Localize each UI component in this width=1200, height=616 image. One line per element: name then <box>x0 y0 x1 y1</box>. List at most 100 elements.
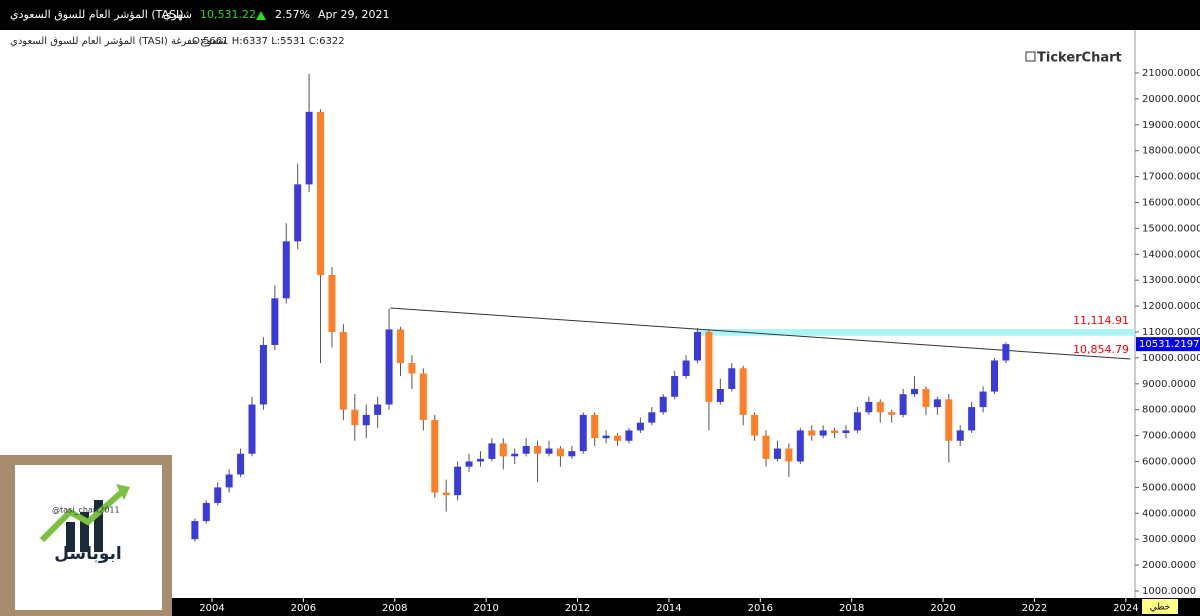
candle-body <box>853 412 861 431</box>
x-tick-label: 2020 <box>930 603 955 614</box>
candle-body <box>396 329 404 364</box>
logo-bar <box>94 500 103 552</box>
y-tick-label: 2000.0000 <box>1142 560 1196 571</box>
candle-body <box>842 430 850 434</box>
y-tick-label: 10000.0000 <box>1142 353 1200 364</box>
candle-body <box>693 331 701 361</box>
logo-arrow <box>39 489 124 543</box>
candle-body <box>865 401 873 413</box>
x-tick-label: 2010 <box>473 603 498 614</box>
logo-bar <box>80 512 89 552</box>
y-tick-label: 1000.0000 <box>1142 586 1196 597</box>
candle-body <box>899 394 907 415</box>
candle-body <box>751 414 759 436</box>
brand: TickerChart <box>1037 51 1122 66</box>
plot: 1000.0000 2000.0000 3000.0000 4000.0000 5000… <box>191 68 1200 614</box>
x-tick-label: 2008 <box>382 603 407 614</box>
candle-body <box>990 360 998 392</box>
candle-body <box>191 521 199 540</box>
candle-body <box>202 502 210 522</box>
candle-body <box>968 407 976 431</box>
candle-body <box>796 430 804 462</box>
candle-body <box>614 435 622 441</box>
candle-body <box>374 404 382 415</box>
candle-body <box>888 412 896 415</box>
x-tick-label: 2016 <box>748 603 773 614</box>
last-price-label: 10531.2197 <box>1139 339 1199 350</box>
candle-body <box>282 241 290 299</box>
candle-body <box>682 360 690 377</box>
candle-body <box>716 388 724 402</box>
y-tick-label: 6000.0000 <box>1142 457 1196 468</box>
y-tick-label: 20000.0000 <box>1142 94 1200 105</box>
time-axis-bar <box>0 598 1200 616</box>
candle-body <box>317 111 325 276</box>
candle-body <box>636 422 644 431</box>
y-tick-label: 14000.0000 <box>1142 249 1200 260</box>
candle-body <box>876 401 884 413</box>
x-tick-label: 2004 <box>199 603 224 614</box>
candle-body <box>511 453 519 457</box>
y-tick-label: 13000.0000 <box>1142 275 1200 286</box>
y-tick-label: 4000.0000 <box>1142 508 1196 519</box>
candle-body <box>237 453 245 475</box>
ohlc: O:5661 H:6337 L:5531 C:6322 <box>192 36 345 47</box>
y-tick-label: 17000.0000 <box>1142 172 1200 183</box>
y-tick-label: 12000.0000 <box>1142 301 1200 312</box>
level-label: 10,854.79 <box>1073 343 1129 356</box>
highlight-band <box>696 329 1135 336</box>
candle-body <box>259 344 267 405</box>
candle-body <box>739 368 747 415</box>
candle-body <box>705 331 713 402</box>
candle-body <box>522 445 530 454</box>
change: 2.57% <box>275 8 310 21</box>
scale-mode-button[interactable] <box>1142 599 1178 614</box>
header-bar <box>0 0 1200 30</box>
candle-body <box>785 448 793 462</box>
candle-body <box>385 329 393 405</box>
last-price-box <box>1136 337 1200 352</box>
up-arrow <box>256 11 266 20</box>
candle-body <box>659 396 667 413</box>
level-label: 11,114.91 <box>1073 314 1129 327</box>
candle-body <box>728 368 736 389</box>
logo-bar <box>66 522 75 552</box>
candle-body <box>419 373 427 421</box>
candle-body <box>1002 344 1010 361</box>
candle-body <box>773 448 781 459</box>
candle-body <box>328 275 336 332</box>
y-tick-label: 9000.0000 <box>1142 379 1196 390</box>
candle-body <box>442 492 450 496</box>
y-tick-label: 19000.0000 <box>1142 120 1200 131</box>
y-tick-label: 21000.0000 <box>1142 68 1200 79</box>
candle-body <box>556 448 564 457</box>
candle-body <box>762 435 770 459</box>
logo: @tasi_chart2011 ابوباسل <box>0 455 172 616</box>
candle-body <box>979 391 987 408</box>
candle-body <box>545 448 553 454</box>
x-tick-label: 2012 <box>565 603 590 614</box>
candle-body <box>922 388 930 408</box>
y-tick-label: 11000.0000 <box>1142 327 1200 338</box>
y-tick-label: 8000.0000 <box>1142 405 1196 416</box>
x-tick-label: 2006 <box>291 603 316 614</box>
candle-body <box>671 376 679 397</box>
candle-body <box>431 420 439 493</box>
candle-body <box>591 414 599 439</box>
subtitle: المؤشر العام للسوق السعودي (TASI) شموع م… <box>10 36 226 47</box>
candle-body <box>454 466 462 496</box>
candle-body <box>248 404 256 454</box>
scale-mode[interactable]: خطي <box>1150 603 1170 613</box>
candle-body <box>808 430 816 436</box>
logo-name: ابوباسل <box>54 544 122 564</box>
y-tick-label: 18000.0000 <box>1142 146 1200 157</box>
candle-body <box>271 298 279 345</box>
candle-body <box>488 443 496 459</box>
candle-body <box>408 363 416 374</box>
y-tick-label: 7000.0000 <box>1142 431 1196 442</box>
candle-body <box>339 331 347 410</box>
y-tick-label: 16000.0000 <box>1142 197 1200 208</box>
y-tick-label: 3000.0000 <box>1142 534 1196 545</box>
candle-body <box>214 487 222 503</box>
